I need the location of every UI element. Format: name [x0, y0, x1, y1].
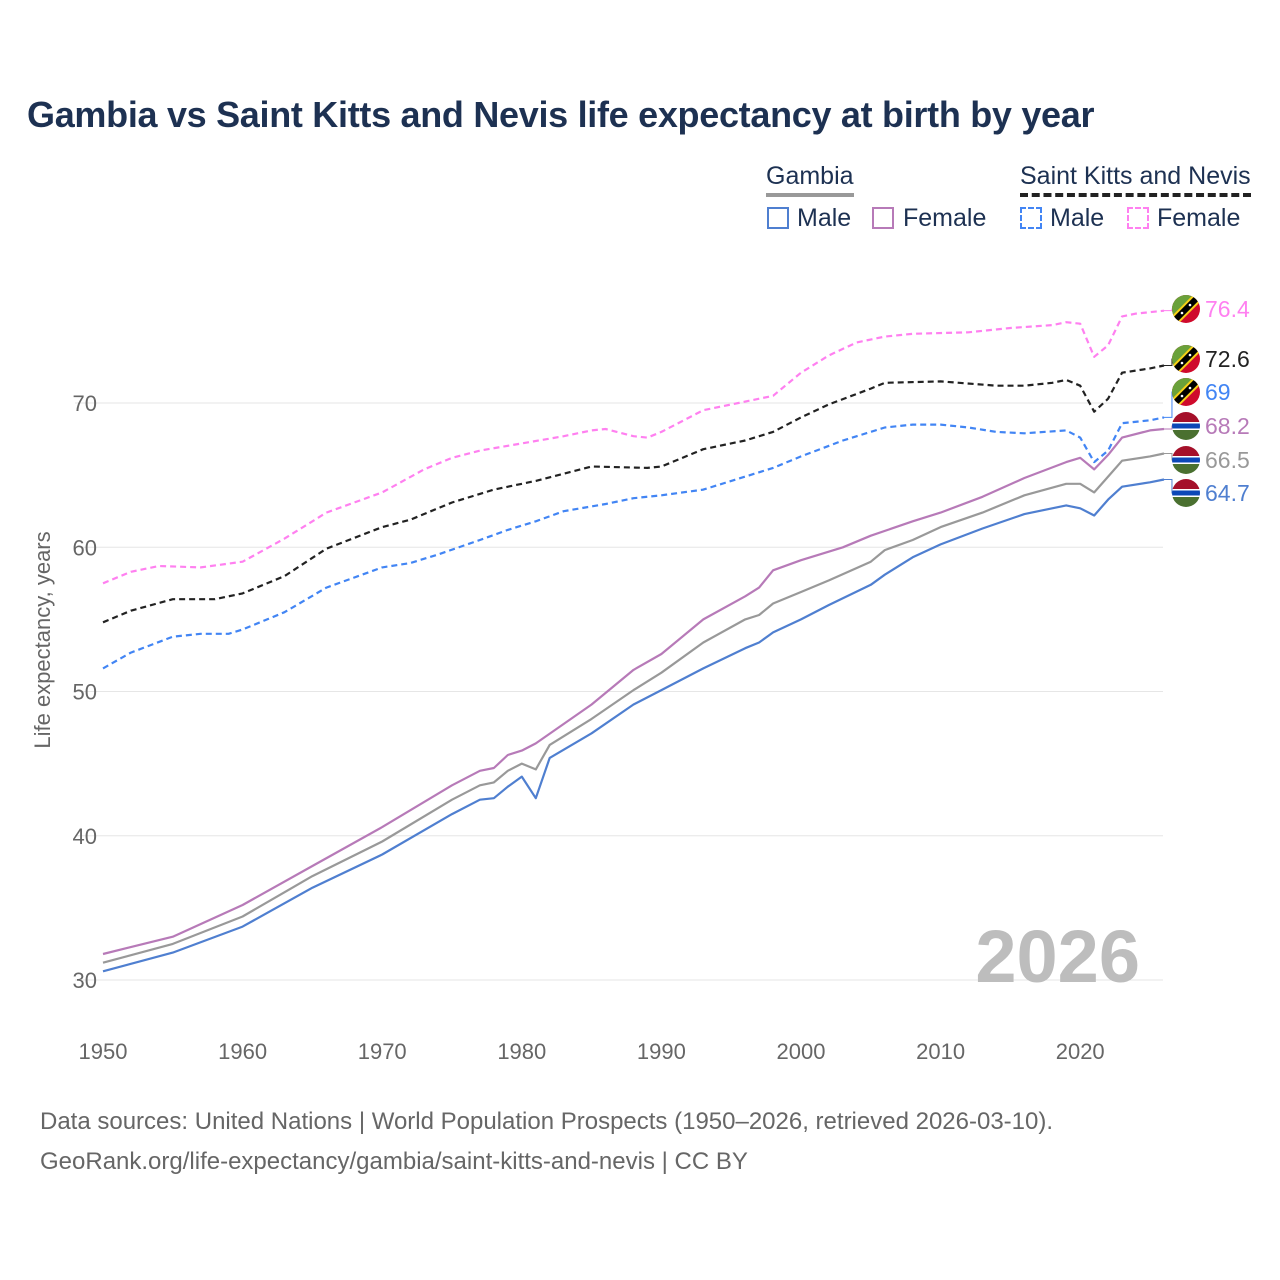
saint-kitts-and-nevis-flag-icon [1170, 293, 1202, 325]
series-line [102, 364, 1165, 624]
end-value-label: 69 [1205, 379, 1231, 405]
saint-kitts-and-nevis-flag-icon [1170, 376, 1202, 408]
x-tick-label: 1980 [497, 1039, 546, 1064]
y-axis-label: Life expectancy, years [30, 531, 55, 748]
legend-label-gambia-female: Female [903, 204, 987, 232]
end-value-label: 68.2 [1205, 413, 1250, 439]
series-line [102, 478, 1165, 973]
year-watermark: 2026 [975, 915, 1140, 998]
legend-group-gambia: Gambia [766, 162, 854, 197]
end-labels: 76.4 72.6 69 68.2 66.5 64.7 [1163, 293, 1250, 507]
series-line [102, 452, 1165, 964]
y-tick-label: 70 [73, 391, 97, 416]
series-lines [102, 309, 1165, 973]
series-line [102, 416, 1165, 670]
end-value-label: 76.4 [1205, 296, 1250, 322]
x-tick-label: 2000 [777, 1039, 826, 1064]
legend-swatch-skn-female [1127, 207, 1149, 229]
x-tick-label: 1960 [218, 1039, 267, 1064]
legend-label-skn-female: Female [1157, 204, 1241, 232]
gambia-flag-icon [1172, 479, 1200, 507]
y-tick-label: 60 [73, 535, 97, 560]
saint-kitts-and-nevis-flag-icon [1170, 343, 1202, 375]
gambia-flag-icon [1172, 412, 1200, 440]
legend-swatch-skn-male [1020, 207, 1042, 229]
y-tick-label: 50 [73, 680, 97, 705]
y-tick-label: 40 [73, 824, 97, 849]
legend-group-skn: Saint Kitts and Nevis [1020, 162, 1251, 197]
x-tick-label: 1950 [79, 1039, 128, 1064]
legend-label-skn-male: Male [1050, 204, 1105, 232]
x-tick-label: 2010 [916, 1039, 965, 1064]
legend-label-gambia-male: Male [797, 204, 852, 232]
chart-title: Gambia vs Saint Kitts and Nevis life exp… [27, 94, 1095, 135]
y-tick-label: 30 [73, 968, 97, 993]
end-value-label: 64.7 [1205, 480, 1250, 506]
end-value-label: 66.5 [1205, 447, 1250, 473]
end-value-label: 72.6 [1205, 346, 1250, 372]
series-line [102, 427, 1165, 956]
gambia-flag-icon [1172, 446, 1200, 474]
axes: 30 40 50 60 70 1950 1960 1970 1980 1990 2000 2010 20… [73, 391, 1105, 1064]
legend-swatch-gambia-female [872, 207, 894, 229]
source-line-1: Data sources: United Nations | World Pop… [40, 1108, 1054, 1135]
x-tick-label: 2020 [1056, 1039, 1105, 1064]
source-line-2[interactable]: GeoRank.org/life-expectancy/gambia/saint… [40, 1148, 748, 1175]
x-tick-label: 1970 [358, 1039, 407, 1064]
grid [75, 402, 1163, 981]
legend-swatch-gambia-male [767, 207, 789, 229]
series-line [102, 309, 1165, 585]
x-tick-label: 1990 [637, 1039, 686, 1064]
